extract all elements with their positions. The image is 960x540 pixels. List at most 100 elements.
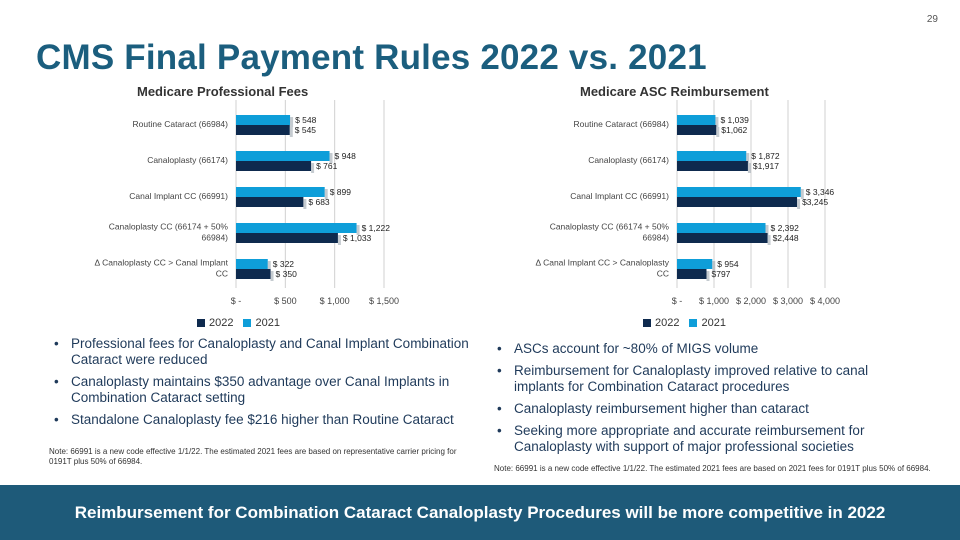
asc-reimbursement-chart: $ - $ 1,000 $ 2,000 $ 3,000 $ 4,000 Routine C… [536, 100, 840, 306]
data-label-2021: $ 948 [335, 151, 357, 161]
legend-item-2022: 2022 [643, 317, 679, 329]
data-label-2021: $ 1,039 [720, 115, 749, 125]
bar-2022 [677, 125, 717, 135]
data-label-2022: $ 683 [308, 197, 330, 207]
data-label-2022: $ 545 [295, 125, 317, 135]
category-label: Canaloplasty CC (66174 + 50% [550, 222, 670, 232]
footnote-asc-reimbursement: Note: 66991 is a new code effective 1/1/… [494, 464, 931, 473]
bar-2022 [677, 161, 748, 171]
legend-label-2021: 2021 [255, 317, 280, 329]
legend-swatch-2022 [197, 319, 205, 327]
bullet-item: ASCs account for ~80% of MIGS volume [494, 341, 914, 357]
page-number: 29 [926, 14, 938, 25]
x-tick-label: $ 500 [274, 296, 297, 306]
data-label-2022: $1,062 [721, 125, 747, 135]
data-label-2021: $ 548 [295, 115, 317, 125]
data-label-2022: $3,245 [802, 197, 828, 207]
bar-shadow [765, 225, 769, 235]
bullet-list-asc-reimbursement: ASCs account for ~80% of MIGS volume Rei… [494, 341, 914, 461]
bar-shadow [324, 189, 328, 199]
data-label-2021: $ 3,346 [806, 187, 835, 197]
category-label: Routine Cataract (66984) [574, 119, 670, 129]
bar-2022 [677, 269, 707, 279]
bar-shadow [747, 163, 751, 173]
bar-2021 [236, 115, 291, 125]
bar-shadow [356, 225, 360, 235]
bar-shadow [303, 199, 307, 209]
chart-title-asc-reimbursement: Medicare ASC Reimbursement [580, 84, 769, 99]
category-label: Canaloplasty CC (66174 + 50% [109, 222, 229, 232]
legend-swatch-2021 [243, 319, 252, 327]
data-label-2021: $ 2,392 [771, 223, 800, 233]
x-tick-label: $ 3,000 [773, 296, 803, 306]
bar-shadow [715, 117, 719, 127]
category-label: Canal Implant CC (66991) [570, 191, 669, 201]
data-label-2022: $2,448 [773, 233, 799, 243]
footer-text: Reimbursement for Combination Cataract C… [74, 502, 886, 522]
legend-item-2021: 2021 [689, 317, 726, 329]
legend-swatch-2021 [689, 319, 698, 327]
bar-2022 [677, 197, 798, 207]
bar-2021 [677, 259, 713, 269]
x-tick-label: $ 1,000 [699, 296, 729, 306]
category-label: Canaloplasty (66174) [147, 155, 228, 165]
category-label: Canaloplasty (66174) [588, 155, 669, 165]
bar-shadow [716, 127, 720, 137]
data-label-2022: $1,917 [753, 161, 779, 171]
category-label: Δ Canal Implant CC > Canaloplasty [536, 258, 670, 268]
bar-2021 [236, 259, 268, 269]
bar-2022 [236, 269, 271, 279]
x-tick-label: $ 1,000 [320, 296, 350, 306]
legend-item-2021: 2021 [243, 317, 280, 329]
bar-2021 [677, 223, 766, 233]
x-tick-label: $ - [231, 296, 242, 306]
bar-shadow [289, 127, 293, 137]
category-label: 66984) [643, 233, 670, 243]
category-label: 66984) [202, 233, 229, 243]
legend-asc-reimbursement: 2022 2021 [643, 317, 726, 329]
slide-title: CMS Final Payment Rules 2022 vs. 2021 [36, 38, 707, 77]
legend-swatch-2022 [643, 319, 651, 327]
bar-shadow [712, 261, 716, 271]
x-tick-label: $ - [672, 296, 683, 306]
bar-shadow [746, 153, 750, 163]
legend-label-2021: 2021 [701, 317, 726, 329]
legend-professional-fees: 2022 2021 [197, 317, 280, 329]
chart-title-professional-fees: Medicare Professional Fees [137, 84, 309, 99]
data-label-2022: $797 [711, 269, 730, 279]
bar-shadow [270, 271, 274, 281]
bar-shadow [800, 189, 804, 199]
data-label-2022: $ 350 [276, 269, 298, 279]
bar-2021 [236, 151, 330, 161]
bar-2021 [677, 115, 716, 125]
bar-2022 [236, 197, 304, 207]
bar-shadow [267, 261, 271, 271]
bullet-item: Reimbursement for Canaloplasty improved … [494, 363, 914, 395]
category-label: Routine Cataract (66984) [133, 119, 229, 129]
data-label-2022: $ 761 [316, 161, 338, 171]
data-label-2021: $ 1,872 [751, 151, 780, 161]
footnote-professional-fees: Note: 66991 is a new code effective 1/1/… [49, 447, 457, 466]
bar-shadow [767, 235, 771, 245]
bar-2021 [677, 151, 747, 161]
bar-shadow [337, 235, 341, 245]
bullet-item: Professional fees for Canaloplasty and C… [51, 336, 476, 368]
bullet-item: Seeking more appropriate and accurate re… [494, 423, 914, 455]
bar-shadow [290, 117, 294, 127]
bullet-list-professional-fees: Professional fees for Canaloplasty and C… [51, 336, 476, 434]
bar-2022 [677, 233, 768, 243]
data-label-2022: $ 1,033 [343, 233, 372, 243]
bar-shadow [311, 163, 315, 173]
category-label: CC [657, 269, 669, 279]
bullet-item: Canaloplasty reimbursement higher than c… [494, 401, 914, 417]
legend-item-2022: 2022 [197, 317, 233, 329]
bar-2021 [677, 187, 801, 197]
bar-2021 [236, 223, 357, 233]
bar-2022 [236, 125, 290, 135]
bar-2022 [236, 233, 338, 243]
data-label-2021: $ 1,222 [362, 223, 391, 233]
data-label-2021: $ 899 [330, 187, 352, 197]
data-label-2021: $ 954 [717, 259, 739, 269]
data-label-2021: $ 322 [273, 259, 295, 269]
footer-banner: Reimbursement for Combination Cataract C… [0, 485, 960, 540]
